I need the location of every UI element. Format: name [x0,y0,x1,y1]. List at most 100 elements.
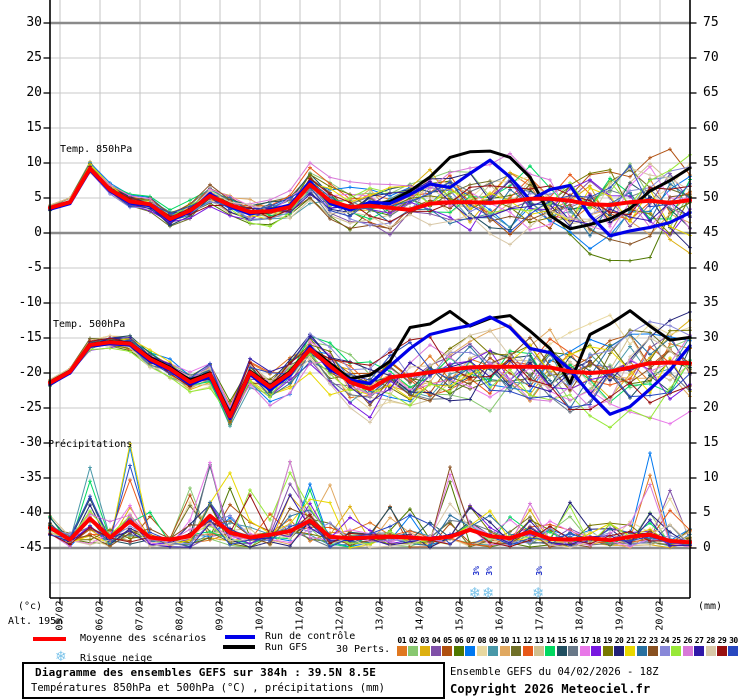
pert-legend-item: 27 [693,636,705,656]
pert-number: 11 [511,636,521,645]
copyright: Copyright 2026 Meteociel.fr [450,682,651,696]
right-tick-label: 30 [703,330,719,345]
left-tick-label: 15 [26,120,42,135]
pert-number: 09 [488,636,498,645]
pert-legend-item: 13 [533,636,544,656]
temp850-panel-label: Temp. 850hPa [60,144,133,155]
pert-number: 10 [500,636,509,645]
right-tick-label: 0 [703,540,711,555]
pert-number: 17 [580,636,590,645]
left-tick-label: -10 [18,295,42,310]
pert-legend-item: 11 [510,636,522,656]
pert-color-swatch [431,646,442,656]
pert-legend-item: 21 [625,636,636,656]
snowflake-icon: ❄ [482,584,495,602]
right-tick-label: 35 [703,295,719,310]
pert-color-swatch [659,646,670,656]
pert-number: 24 [660,636,670,645]
left-tick-label: 0 [34,225,42,240]
pert-color-swatch [602,646,613,656]
legend-snow-label: Risque neige [80,653,153,664]
legend-perts-label: 30 Perts. [336,644,391,655]
pert-number: 22 [637,636,647,645]
left-axis-unit: (°c) [18,601,43,612]
pert-number: 15 [557,636,567,645]
pert-legend-item: 10 [499,636,510,656]
run-info: Ensemble GEFS du 04/02/2026 - 18Z [450,666,659,678]
pert-number: 04 [431,636,441,645]
pert-legend-item: 17 [579,636,590,656]
pert-color-swatch [648,646,659,656]
snow-probability-label: 3% [485,566,494,576]
left-tick-label: 25 [26,50,42,65]
pert-color-swatch [545,646,556,656]
pert-number: 28 [706,636,715,645]
right-tick-label: 25 [703,365,719,380]
pert-number: 02 [408,636,418,645]
pert-legend-item: 24 [659,636,670,656]
pert-color-swatch [636,646,647,656]
pert-number: 07 [466,636,475,645]
pert-color-swatch [499,646,510,656]
right-axis-unit: (mm) [698,601,723,612]
left-tick-label: -15 [18,330,42,345]
pert-number: 13 [534,636,544,645]
pert-number: 20 [614,636,624,645]
pert-legend-item: 04 [430,636,442,656]
temp500-panel-label: Temp. 500hPa [53,319,126,330]
pert-color-swatch [694,646,705,656]
date-tick-label: 13/02 [374,600,386,631]
snow-probability-label: 3% [471,566,481,576]
snowflake-icon: ❄ [468,584,482,602]
left-tick-label: -45 [18,540,42,555]
pert-legend-item: 07 [465,636,476,656]
left-tick-label: -25 [18,400,42,415]
right-tick-label: 15 [703,435,719,450]
pert-number: 08 [477,636,487,645]
pert-color-swatch [522,646,533,656]
left-tick-label: -35 [18,470,42,485]
pert-color-swatch [396,646,407,656]
pert-legend-item: 09 [488,636,499,656]
pert-number: 25 [671,636,681,645]
pert-legend-item: 29 [716,636,727,656]
left-tick-label: 30 [26,15,42,30]
pert-color-swatch [488,646,499,656]
pert-legend-item: 25 [671,636,682,656]
pert-color-swatch [453,646,464,656]
pert-number: 23 [649,636,658,645]
right-tick-label: 60 [703,120,719,135]
left-tick-label: 5 [34,190,42,205]
pert-legend-item: 16 [568,636,579,656]
right-tick-label: 75 [703,15,719,30]
right-tick-label: 5 [703,505,711,520]
pert-color-swatch [465,646,476,656]
pert-legend-item: 28 [705,636,716,656]
right-tick-label: 40 [703,260,719,275]
snow-probability-label: 3% [535,566,544,576]
pert-legend-item: 05 [442,636,453,656]
pert-color-swatch [408,646,419,656]
pert-legend-item: 15 [556,636,567,656]
pert-color-swatch [705,646,716,656]
diagram-subtitle: Températures 850hPa et 500hPa (°C) , pré… [31,682,386,694]
pert-number: 03 [420,636,429,645]
left-tick-label: -20 [18,365,42,380]
pert-color-swatch [614,646,625,656]
right-tick-label: 20 [703,400,719,415]
snowflake-icon: ❄ [55,649,67,665]
pert-legend-item: 03 [419,636,430,656]
pert-color-swatch [682,646,693,656]
snowflake-icon: ❄ [532,584,545,602]
pert-color-swatch [533,646,544,656]
left-tick-label: 10 [26,155,42,170]
pert-number: 18 [591,636,601,645]
legend-control-swatch [225,635,255,639]
right-tick-label: 70 [703,50,719,65]
pert-color-swatch [419,646,430,656]
precip-panel-label: Précipitations [48,439,133,450]
pert-number: 27 [694,636,704,645]
pert-number: 29 [717,636,727,645]
right-tick-label: 65 [703,85,719,100]
pert-number: 19 [603,636,612,645]
